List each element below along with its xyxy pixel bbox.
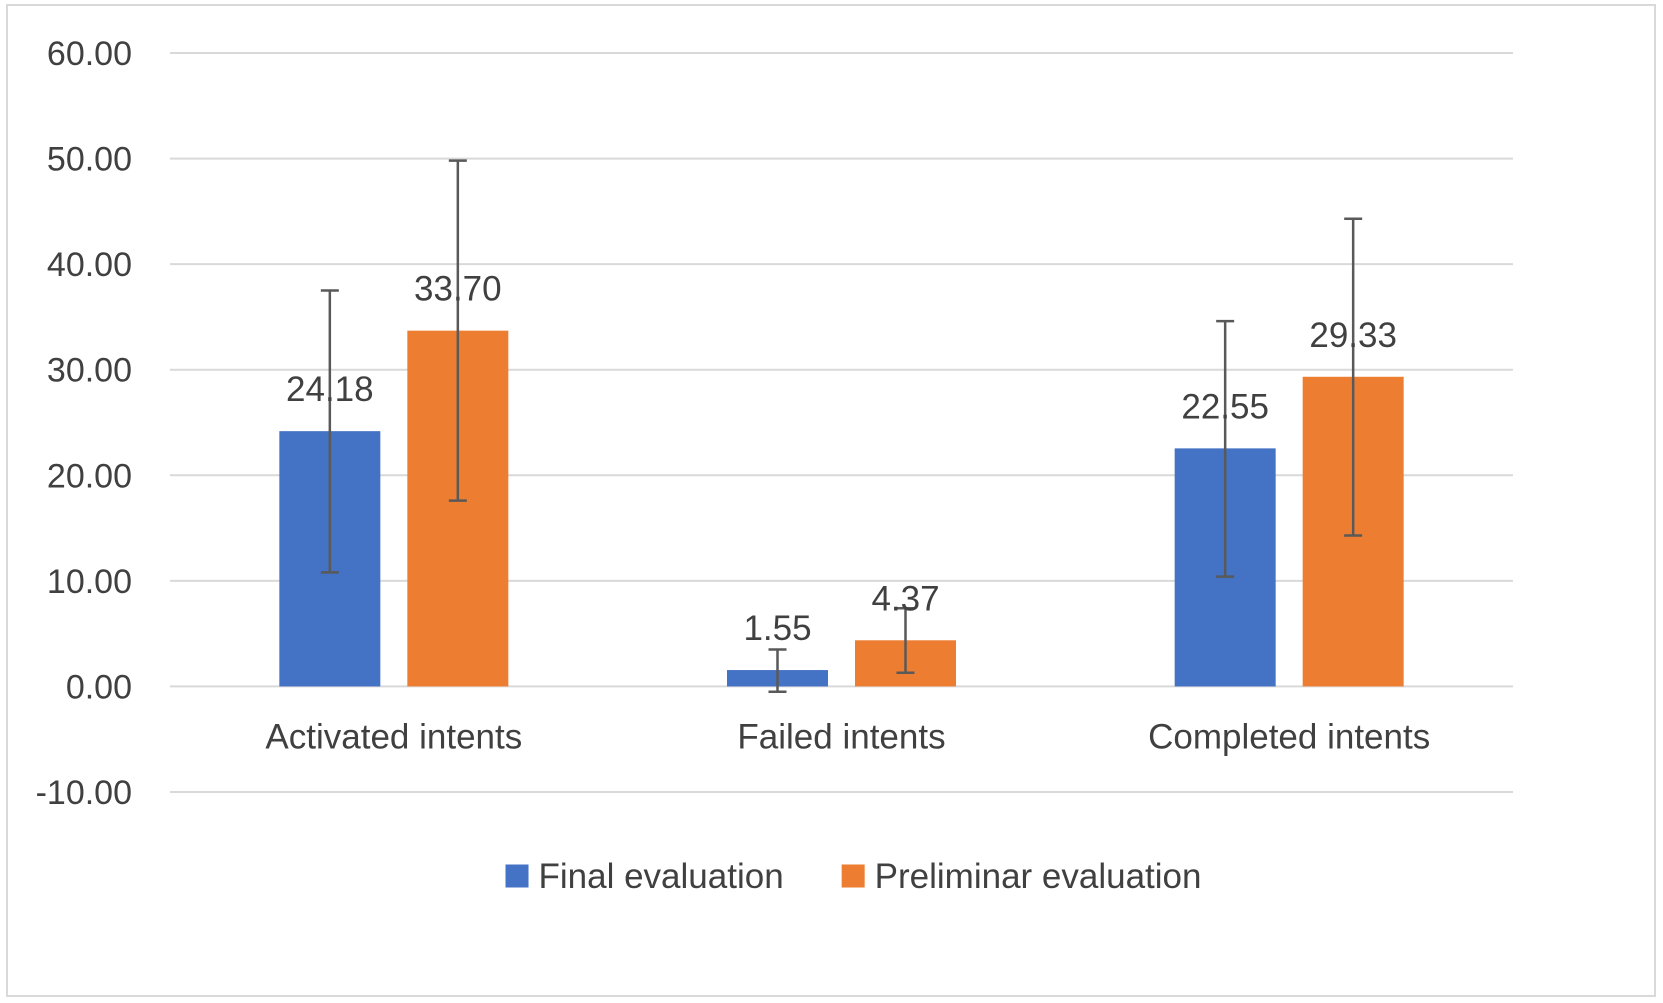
y-axis-tick-labels: -10.00 0.00 10.00 20.00 30.00 40.00 50.00 60.00 [36, 35, 132, 812]
data-label: 22.55 [1181, 387, 1269, 426]
chart-frame: -10.00 0.00 10.00 20.00 30.00 40.00 50.00 60.00… [6, 4, 1656, 997]
data-label: 1.55 [743, 609, 811, 648]
bars [279, 330, 1404, 687]
y-tick-label: -10.00 [36, 774, 132, 812]
data-label: 33.70 [414, 270, 502, 309]
legend: Final evaluation Preliminar evaluation [505, 857, 1202, 896]
y-tick-label: 10.00 [47, 563, 132, 601]
y-tick-label: 20.00 [47, 457, 132, 495]
legend-swatch [841, 864, 865, 888]
error-bars [320, 159, 1363, 693]
y-tick-label: 0.00 [66, 668, 132, 706]
bar-chart: -10.00 0.00 10.00 20.00 30.00 40.00 50.00 60.00… [36, 35, 1513, 896]
x-category-label: Activated intents [265, 717, 522, 756]
data-label: 24.18 [286, 370, 374, 409]
y-tick-label: 60.00 [47, 35, 132, 73]
y-tick-label: 30.00 [47, 352, 132, 390]
data-label: 29.33 [1309, 316, 1397, 355]
legend-label: Preliminar evaluation [875, 857, 1202, 896]
legend-swatch [505, 864, 529, 888]
data-labels: 24.18 33.70 1.55 4.37 22.55 29.33 [286, 270, 1397, 648]
x-axis-category-labels: Activated intents Failed intents Completed… [265, 717, 1430, 756]
data-label: 4.37 [871, 579, 939, 618]
y-tick-label: 50.00 [47, 141, 132, 179]
x-category-label: Completed intents [1148, 717, 1430, 756]
x-category-label: Failed intents [737, 717, 945, 756]
gridlines [170, 52, 1513, 793]
legend-label: Final evaluation [539, 857, 784, 896]
y-tick-label: 40.00 [47, 246, 132, 284]
